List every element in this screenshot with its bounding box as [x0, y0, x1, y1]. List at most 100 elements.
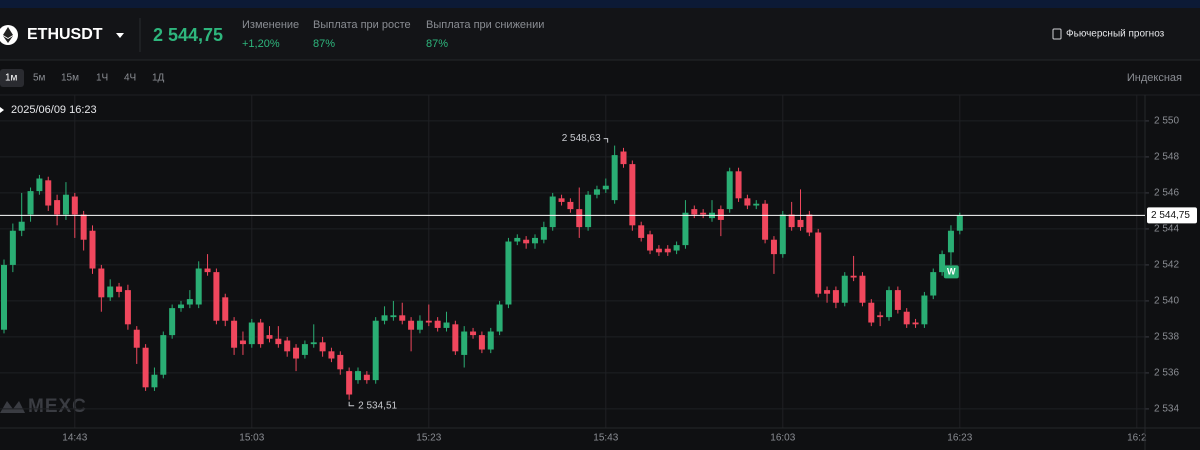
candle-body — [301, 344, 308, 355]
candle-body — [788, 214, 795, 228]
legend-arrow — [0, 107, 4, 113]
candle-body — [815, 232, 822, 294]
candle-body — [912, 322, 919, 325]
candle-body — [735, 171, 742, 199]
candle-body — [248, 322, 255, 345]
candle-body — [726, 171, 733, 210]
stat-label: Выплата при росте — [313, 19, 411, 31]
candle-body — [549, 196, 556, 228]
candle-body — [930, 272, 937, 296]
candle-body — [629, 164, 636, 226]
price-type[interactable]: Индексная — [1127, 72, 1182, 84]
candle-body — [832, 290, 839, 303]
y-tick-label: 2 540 — [1154, 296, 1179, 307]
candle-body — [859, 275, 866, 303]
candle-body — [824, 290, 831, 294]
candle-body — [257, 322, 264, 345]
candle-body — [478, 335, 485, 350]
candle-body — [779, 214, 786, 255]
y-tick-label: 2 536 — [1154, 368, 1179, 379]
candle-body — [700, 212, 707, 215]
candle-body — [487, 331, 494, 350]
stat-value: +1,20% — [242, 38, 280, 50]
candle-body — [27, 191, 34, 215]
candle-body — [877, 315, 884, 318]
candle-body — [868, 302, 875, 323]
watermark: MEXC — [28, 396, 87, 417]
candle-body — [532, 237, 538, 244]
candle-body — [390, 315, 397, 318]
candle-body — [231, 320, 238, 348]
candle-body — [505, 241, 512, 305]
candle-body — [647, 234, 654, 251]
last-price-label: 2 544,75 — [1151, 210, 1190, 221]
candle-body — [921, 295, 928, 325]
candle-body — [797, 219, 804, 228]
y-tick-label: 2 550 — [1154, 116, 1179, 127]
candle-body — [204, 268, 211, 273]
candle-body — [886, 290, 892, 318]
candle-body — [222, 297, 229, 321]
interval-label: 15м — [61, 73, 79, 84]
y-tick-label: 2 538 — [1154, 332, 1179, 343]
candle-body — [939, 254, 946, 273]
trade-marker-label: W — [947, 267, 956, 277]
candle-body — [337, 354, 344, 370]
candle-body — [408, 320, 415, 330]
candle-body — [284, 340, 291, 352]
annotation-label: 2 534,51 — [358, 400, 397, 411]
candle-body — [461, 331, 468, 355]
interval-label: 1Д — [152, 73, 165, 84]
candle-body — [576, 209, 583, 228]
candle-body — [151, 374, 158, 388]
forecast-link: Фьючерсный прогноз — [1066, 29, 1165, 40]
candle-body — [124, 290, 131, 325]
x-tick-label: 15:03 — [239, 433, 264, 444]
symbol-selector[interactable]: ETHUSDT — [0, 25, 124, 45]
interval-button[interactable]: 15м — [61, 73, 79, 84]
y-tick-label: 2 544 — [1154, 224, 1179, 235]
candle-body — [947, 230, 954, 253]
candle-body — [434, 320, 441, 328]
candle-body — [443, 322, 450, 328]
coin-glyph — [3, 27, 13, 43]
x-tick-label: 16:23 — [947, 433, 972, 444]
candle-body — [841, 275, 848, 303]
x-tick-label: 16:03 — [770, 433, 795, 444]
interval-button[interactable]: 1Д — [152, 73, 165, 84]
candle-body — [806, 214, 813, 233]
interval-button[interactable]: 1Ч — [96, 73, 108, 84]
forecast-icon — [1052, 28, 1062, 40]
interval-button[interactable]: 5м — [33, 73, 46, 84]
dropdown-caret — [116, 33, 124, 38]
forecast-button[interactable]: Фьючерсный прогноз — [1052, 28, 1165, 40]
candle-body — [567, 201, 574, 210]
candle-body — [850, 275, 857, 278]
candle-body — [328, 351, 335, 359]
interval-button[interactable]: 1м — [0, 69, 24, 87]
candle-body — [116, 286, 123, 292]
interval-label: 5м — [33, 73, 46, 84]
candle-body — [620, 151, 627, 165]
candle-body — [416, 320, 423, 330]
candle-body — [275, 338, 282, 345]
candle-body — [186, 299, 193, 305]
candle-body — [355, 371, 361, 381]
candle-body — [585, 194, 592, 228]
candle-body — [770, 239, 777, 255]
candle-body — [169, 308, 176, 336]
y-tick-label: 2 534 — [1154, 404, 1179, 415]
x-tick-label: 15:23 — [416, 433, 441, 444]
timestamp: 2025/06/09 16:23 — [11, 104, 97, 116]
interval-button[interactable]: 4Ч — [124, 73, 136, 84]
annotation-pointer — [603, 138, 609, 143]
candle-body — [744, 198, 751, 206]
watermark-logo — [0, 401, 25, 413]
candle-body — [372, 320, 379, 381]
chart: MEXC 2 534 2 536 2 538 2 540 2 542 2 544 2 546 2… — [0, 95, 1200, 450]
candle-body — [956, 215, 963, 231]
candle-body — [425, 320, 432, 323]
candle-body — [319, 342, 326, 352]
